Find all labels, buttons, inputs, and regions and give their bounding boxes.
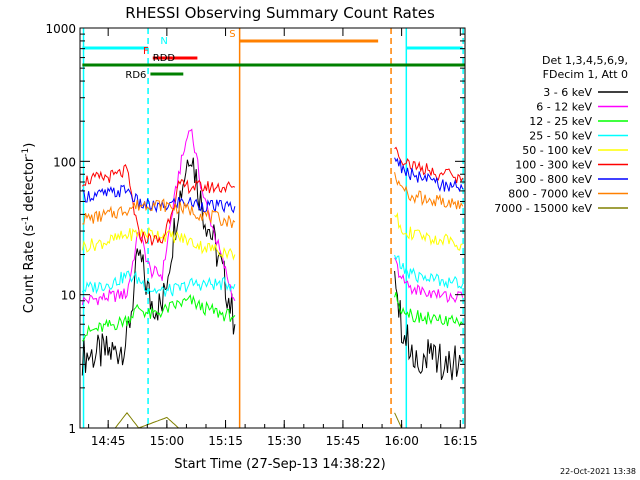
series-line-0-seg1 (81, 157, 236, 376)
x-tick-label-6: 16:15 (443, 434, 478, 448)
y-tick-label-2: 100 (53, 155, 76, 169)
plot-frame (79, 27, 466, 429)
y-axis-label-main: Count Rate (s (22, 225, 37, 314)
series-line-2-seg2 (394, 291, 464, 328)
chart-title: RHESSI Observing Summary Count Rates (125, 4, 435, 22)
x-tick-label-4: 15:45 (326, 434, 361, 448)
series-line-6-seg2 (394, 157, 464, 193)
series-line-0-seg2 (394, 270, 463, 381)
legend-label-0: 3 - 6 keV (543, 86, 592, 99)
series-line-3-seg2 (394, 254, 464, 290)
legend-label-8: 7000 - 15000 keV (494, 202, 592, 215)
x-tick-label-5: 16:00 (384, 434, 419, 448)
plot-area: NF RDD RD6 S (81, 28, 465, 429)
flag-label-4: RD6 (125, 70, 146, 81)
axes: 14:45 15:00 15:15 15:30 15:45 16:00 16:15 1 10 10… (45, 22, 477, 448)
series-line-7-seg2 (394, 172, 464, 210)
legend-label-5: 100 - 300 keV (515, 159, 592, 172)
y-tick-label-3: 1000 (45, 22, 76, 36)
flag-label-5: S (229, 29, 235, 40)
legend-label-7: 800 - 7000 keV (508, 188, 592, 201)
legend-label-6: 300 - 800 keV (515, 173, 592, 186)
series-line-6-seg1 (81, 184, 236, 214)
timestamp: 22-Oct-2021 13:38 (560, 467, 636, 476)
flag-label-0: N (160, 36, 167, 47)
series-line-5-seg1 (81, 163, 236, 246)
series-line-3-seg1 (81, 270, 236, 297)
x-tick-label-3: 15:30 (267, 434, 302, 448)
x-tick-label-0: 14:45 (91, 434, 126, 448)
y-axis-label-end: ) (22, 143, 37, 148)
series-line-2-seg1 (81, 294, 236, 342)
y-axis-label-sup2: -1 (21, 148, 31, 157)
x-tick-label-1: 15:00 (150, 434, 185, 448)
series-line-5-seg2 (394, 146, 464, 184)
legend: Det 1,3,4,5,6,9, FDecim 1, Att 0 3 - 6 k… (494, 54, 628, 215)
legend-label-2: 12 - 25 keV (529, 115, 592, 128)
y-axis-label-mid: detector (22, 156, 37, 216)
flag-label-3: RDD (153, 53, 176, 64)
series-line-4-seg2 (394, 212, 463, 251)
series-line-1-seg2 (394, 257, 464, 304)
y-axis-label-sup1: -1 (21, 216, 31, 225)
legend-header-1: Det 1,3,4,5,6,9, (542, 54, 628, 67)
series-line-7-seg1 (82, 198, 236, 229)
x-axis-label: Start Time (27-Sep-13 14:38:22) (174, 457, 385, 472)
legend-header-2: FDecim 1, Att 0 (543, 68, 628, 81)
y-axis-label: Count Rate (s-1 detector-1) (21, 143, 37, 314)
flag-label-2: F (143, 46, 149, 57)
y-tick-label-0: 1 (68, 422, 76, 436)
legend-label-1: 6 - 12 keV (536, 101, 592, 114)
legend-label-4: 50 - 100 keV (522, 144, 592, 157)
series-line-4-seg1 (81, 226, 236, 261)
y-tick-label-1: 10 (61, 289, 76, 303)
x-tick-label-2: 15:15 (208, 434, 243, 448)
legend-label-3: 25 - 50 keV (529, 130, 592, 143)
series-line-1-seg1 (81, 128, 236, 306)
